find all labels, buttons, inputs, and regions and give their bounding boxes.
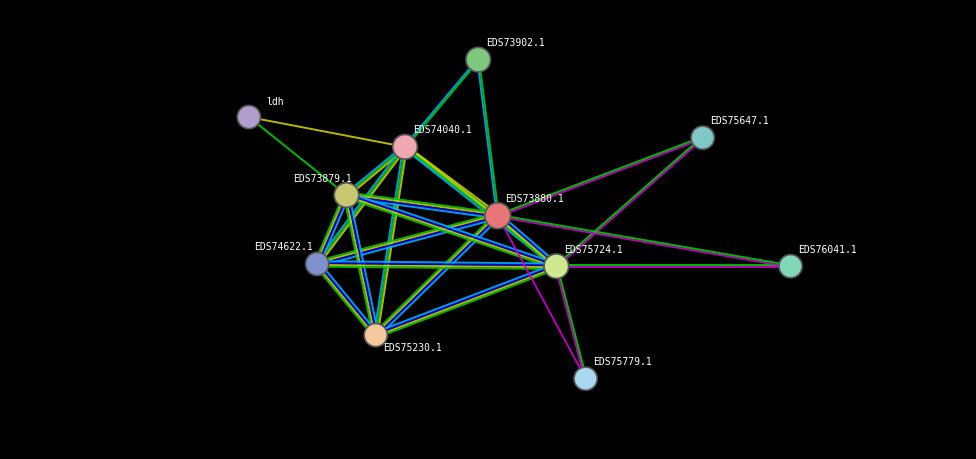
Text: EDS75647.1: EDS75647.1 xyxy=(711,116,769,126)
Text: EDS76041.1: EDS76041.1 xyxy=(798,245,857,255)
Ellipse shape xyxy=(305,252,329,275)
Ellipse shape xyxy=(485,203,510,229)
Text: EDS74622.1: EDS74622.1 xyxy=(254,242,312,252)
Text: EDS73902.1: EDS73902.1 xyxy=(486,38,545,48)
Ellipse shape xyxy=(779,255,802,278)
Text: EDS73879.1: EDS73879.1 xyxy=(293,174,351,184)
Ellipse shape xyxy=(334,183,359,207)
Text: EDS75230.1: EDS75230.1 xyxy=(384,343,442,353)
Ellipse shape xyxy=(466,47,491,72)
Text: EDS74040.1: EDS74040.1 xyxy=(413,125,471,135)
Ellipse shape xyxy=(364,324,387,347)
Text: EDS75724.1: EDS75724.1 xyxy=(564,245,623,255)
Ellipse shape xyxy=(691,126,714,149)
Text: EDS73880.1: EDS73880.1 xyxy=(506,194,564,204)
Ellipse shape xyxy=(392,134,418,159)
Text: EDS75779.1: EDS75779.1 xyxy=(593,357,652,367)
Text: ldh: ldh xyxy=(266,97,284,107)
Ellipse shape xyxy=(237,106,261,129)
Ellipse shape xyxy=(544,254,569,279)
Ellipse shape xyxy=(574,367,597,390)
